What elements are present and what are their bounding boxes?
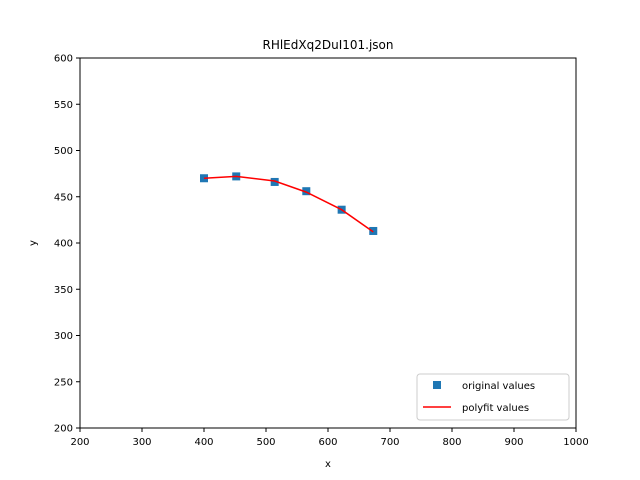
x-tick-label: 600 [318,437,337,448]
plot-area [79,57,577,429]
x-tick-label: 200 [70,437,89,448]
x-tick-label: 500 [256,437,275,448]
x-tick-label: 300 [132,437,151,448]
x-tick-label: 900 [504,437,523,448]
legend: original values polyfit values [416,373,570,421]
x-tick-label: 700 [380,437,399,448]
y-tick-label: 550 [54,100,73,111]
y-axis-label: y [28,240,39,246]
x-tick-label: 400 [194,437,213,448]
legend-marker-original-values [433,381,441,389]
y-tick-label: 200 [54,424,73,435]
y-tick-label: 250 [54,377,73,388]
original-value-point [302,187,311,196]
legend-box [416,373,570,421]
y-tick-label: 300 [54,331,73,342]
x-axis: 200 300 400 500 600 700 800 900 1000 [70,428,589,448]
y-tick-label: 450 [54,192,73,203]
y-tick-label: 600 [54,54,73,65]
y-axis: 200 250 300 350 400 450 500 550 600 [54,54,80,435]
y-tick-label: 500 [54,146,73,157]
legend-label-polyfit-values: polyfit values [462,403,529,414]
x-tick-label: 1000 [563,437,588,448]
x-tick-label: 800 [442,437,461,448]
chart-title: RHlEdXq2DuI101.json [262,38,393,52]
axes-frame [79,57,577,429]
polyfit-line [203,175,374,233]
y-tick-label: 350 [54,285,73,296]
y-tick-label: 400 [54,239,73,250]
series-layer [200,172,378,235]
x-axis-label: x [325,459,331,470]
original-value-point [369,226,378,235]
original-value-point [270,177,279,186]
legend-label-original-values: original values [462,381,535,392]
